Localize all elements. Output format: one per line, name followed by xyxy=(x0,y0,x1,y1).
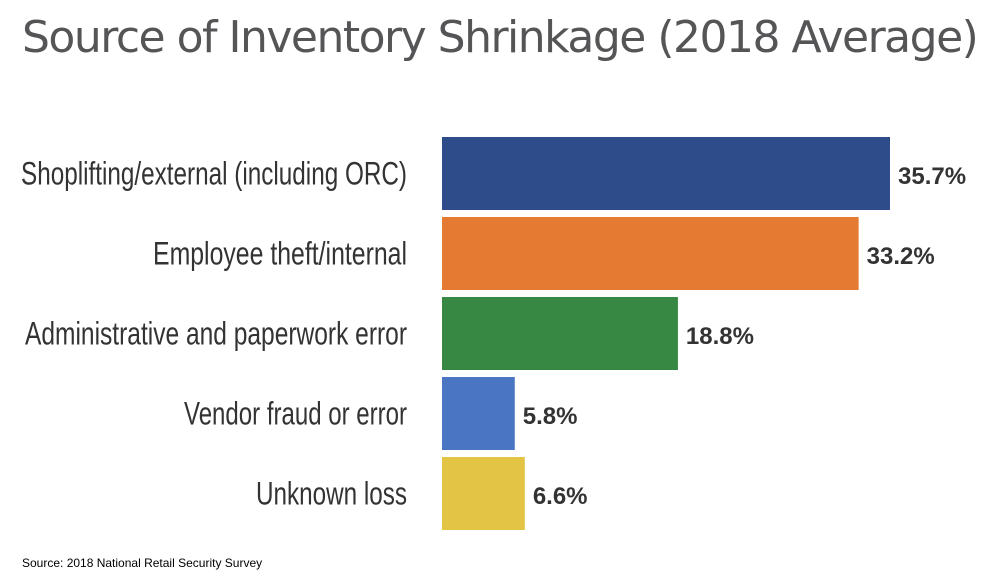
bar-employee-theft-internal xyxy=(442,217,859,290)
category-label-shoplifting-external-including-orc: Shoplifting/external (including ORC) xyxy=(21,156,407,192)
bar-unknown-loss xyxy=(442,457,525,530)
bar-vendor-fraud-or-error xyxy=(442,377,515,450)
value-label-unknown-loss: 6.6% xyxy=(533,483,588,510)
source-note: Source: 2018 National Retail Security Su… xyxy=(22,556,263,570)
bar-administrative-and-paperwork-error xyxy=(442,297,678,370)
category-label-unknown-loss: Unknown loss xyxy=(256,476,407,512)
value-label-employee-theft-internal: 33.2% xyxy=(867,243,935,270)
value-label-vendor-fraud-or-error: 5.8% xyxy=(523,403,578,430)
value-label-administrative-and-paperwork-error: 18.8% xyxy=(686,323,754,350)
category-label-employee-theft-internal: Employee theft/internal xyxy=(153,236,407,272)
bar-shoplifting-external-including-orc xyxy=(442,137,890,210)
chart-title: Source of Inventory Shrinkage (2018 Aver… xyxy=(22,12,979,63)
value-label-shoplifting-external-including-orc: 35.7% xyxy=(898,163,966,190)
category-label-administrative-and-paperwork-error: Administrative and paperwork error xyxy=(25,316,407,352)
category-label-vendor-fraud-or-error: Vendor fraud or error xyxy=(184,396,407,432)
